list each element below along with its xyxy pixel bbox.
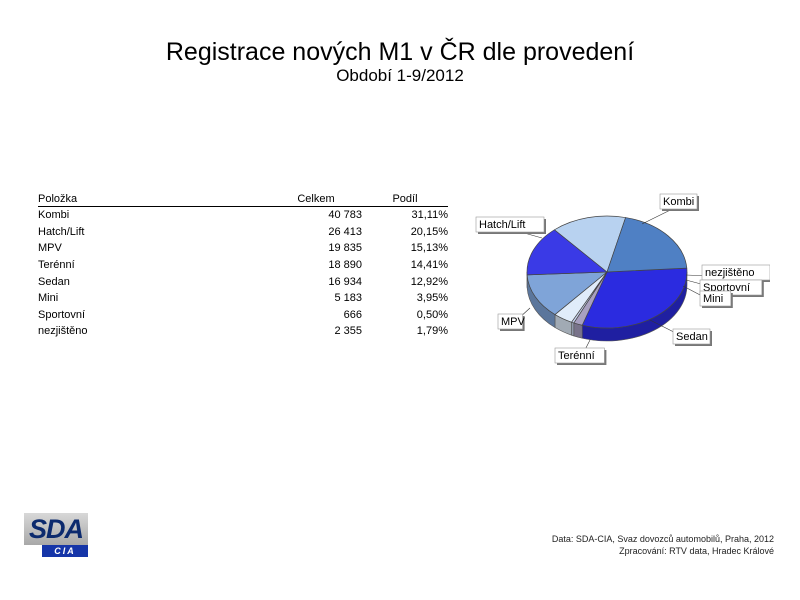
row-label: Hatch/Lift — [38, 225, 85, 238]
row-label: Mini — [38, 292, 59, 305]
row-total: 666 — [343, 308, 362, 321]
table-header-row: Položka Celkem Podíl — [38, 193, 448, 207]
row-total: 18 890 — [328, 259, 362, 272]
table-row: Kombi 40 783 31,11% — [38, 207, 448, 224]
pie-label-box-kombi — [659, 193, 698, 210]
pie-label-sedan: Sedan — [676, 331, 708, 343]
row-share: 3,95% — [416, 292, 448, 305]
pie-label-box-mpv — [497, 313, 523, 330]
table-row: Sedan 16 934 12,92% — [38, 273, 448, 290]
pie-label-box-mini — [699, 290, 732, 307]
row-label: Sedan — [38, 275, 70, 288]
row-share: 20,15% — [410, 225, 448, 238]
pie-label-nezjisteno: nezjištěno — [705, 267, 755, 279]
row-total: 16 934 — [328, 275, 362, 288]
source-line-processing: Zpracování: RTV data, Hradec Králové — [619, 546, 774, 556]
logo-cia-text: CIA — [42, 545, 88, 557]
pie-label-hatch-lift: Hatch/Lift — [479, 219, 525, 231]
row-label: Terénní — [38, 259, 75, 272]
pie-label-mini: Mini — [703, 293, 723, 305]
header-item: Položka — [38, 193, 270, 207]
header-share: Podíl — [362, 193, 448, 207]
row-share: 12,92% — [410, 275, 448, 288]
pie-side-sportovni — [571, 321, 575, 337]
table-row: Sportovní 666 0,50% — [38, 307, 448, 324]
table-row: Mini 5 183 3,95% — [38, 290, 448, 307]
source-line-data: Data: SDA-CIA, Svaz dovozců automobilů, … — [551, 534, 774, 544]
row-total: 40 783 — [328, 209, 362, 222]
row-label: Kombi — [38, 209, 70, 222]
pie-label-box-terenni — [554, 347, 605, 364]
logo-sda-text: SDA — [24, 513, 88, 545]
pie-slice-terenni — [526, 229, 608, 276]
row-share: 1,79% — [416, 325, 448, 338]
row-total: 19 835 — [328, 242, 362, 255]
pie-label-mpv: MPV — [501, 316, 526, 328]
pie-label-terenni: Terénní — [558, 350, 595, 362]
chart-title: Registrace nových M1 v ČR dle provedení — [165, 38, 635, 66]
pie-slice-kombi — [581, 267, 688, 329]
pie-label-box-hatch-lift — [475, 216, 545, 233]
row-share: 0,50% — [416, 308, 448, 321]
pie-chart: KombinezjištěnoSportovníMiniSedanTerénní… — [475, 193, 770, 365]
table-row: Terénní 18 890 14,41% — [38, 257, 448, 274]
row-label: MPV — [38, 242, 62, 255]
row-label: nezjištěno — [38, 325, 88, 338]
pie-label-kombi: Kombi — [663, 196, 694, 208]
chart-subtitle: Období 1-9/2012 — [336, 66, 464, 85]
pie-label-box-sedan — [672, 328, 711, 345]
source-note: Data: SDA-CIA, Svaz dovozců automobilů, … — [552, 533, 774, 557]
table-row: MPV 19 835 15,13% — [38, 240, 448, 257]
row-total: 26 413 — [328, 225, 362, 238]
header-total: Celkem — [270, 193, 362, 207]
row-share: 15,13% — [410, 242, 448, 255]
row-total: 5 183 — [334, 292, 362, 305]
row-label: Sportovní — [38, 308, 86, 321]
pie-slice-hatch-lift — [606, 217, 688, 273]
data-table: Položka Celkem Podíl Kombi 40 783 31,11%… — [38, 193, 448, 340]
sda-cia-logo: SDA CIA — [24, 513, 88, 557]
pie-slice-sedan — [526, 271, 609, 315]
row-share: 31,11% — [411, 209, 449, 222]
table-row: nezjištěno 2 355 1,79% — [38, 323, 448, 340]
row-total: 2 355 — [334, 325, 362, 338]
row-share: 14,41% — [410, 259, 448, 272]
pie-slice-mpv — [553, 215, 627, 273]
table-row: Hatch/Lift 26 413 20,15% — [38, 224, 448, 241]
